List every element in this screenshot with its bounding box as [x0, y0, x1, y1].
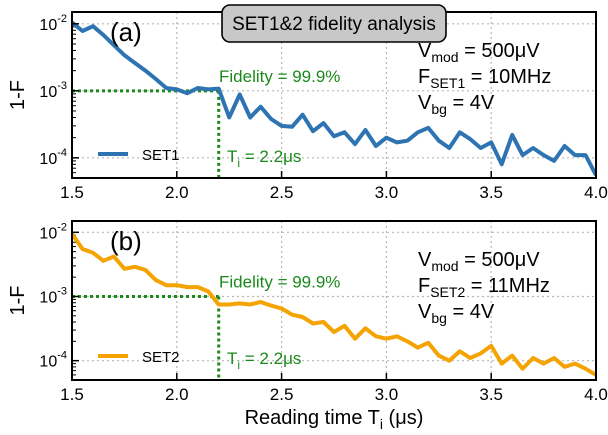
param-label: FSET2 = 11MHz: [418, 275, 550, 300]
legend: SET2: [98, 349, 180, 366]
x-tick-label: 3.5: [479, 183, 503, 202]
param-label: FSET1 = 10MHz: [418, 66, 551, 91]
time-annotation: Ti = 2.2μs: [227, 349, 301, 372]
param-label: Vmod = 500μV: [418, 40, 540, 65]
param-label: Vbg = 4V: [418, 301, 495, 326]
x-tick-label: 4.0: [584, 385, 608, 404]
x-tick-label: 3.0: [375, 183, 399, 202]
legend-label: SET1: [142, 147, 180, 164]
x-tick-label: 2.5: [270, 385, 294, 404]
y-tick-label: 10-3: [39, 285, 67, 306]
y-tick-label: 10-3: [39, 80, 67, 101]
plot-frame: [71, 220, 597, 381]
time-annotation: Ti = 2.2μs: [227, 147, 301, 170]
x-tick-label: 2.0: [165, 385, 189, 404]
title-box-bg: [221, 4, 447, 43]
fidelity-annotation: Fidelity = 99.9%: [219, 272, 340, 291]
x-tick-label: 3.5: [479, 385, 503, 404]
y-axis-label: 1-F: [7, 80, 29, 110]
panel-label: (b): [110, 226, 142, 256]
panel-label: (a): [110, 17, 142, 47]
y-tick-label: 10-2: [39, 13, 67, 34]
x-tick-label: 1.5: [60, 183, 84, 202]
chart-panel-2: 1.5 2.0 2.5 3.0 3.5 4.0 10-4 10-3 10-2 1-F (b) Vmod…: [7, 220, 608, 404]
x-axis-label: Reading time Ti (μs): [245, 407, 424, 432]
plot-area: [72, 221, 596, 380]
x-tick-label: 2.5: [270, 183, 294, 202]
y-tick-label: 10-4: [39, 147, 67, 168]
param-label: Vbg = 4V: [418, 92, 495, 117]
x-tick-label: 1.5: [60, 385, 84, 404]
figure-title-box: SET1&2 fidelity analysis: [221, 4, 447, 43]
x-tick-label: 4.0: [584, 183, 608, 202]
x-tick-label: 3.0: [375, 385, 399, 404]
y-tick-label: 10-2: [39, 221, 67, 242]
fidelity-annotation: Fidelity = 99.9%: [219, 67, 340, 86]
y-axis-label: 1-F: [7, 286, 29, 316]
legend: SET1: [98, 147, 180, 164]
legend-label: SET2: [142, 349, 180, 366]
y-tick-label: 10-4: [39, 350, 67, 371]
figure-title: SET1&2 fidelity analysis: [232, 14, 436, 35]
x-tick-label: 2.0: [165, 183, 189, 202]
param-label: Vmod = 500μV: [418, 249, 540, 274]
